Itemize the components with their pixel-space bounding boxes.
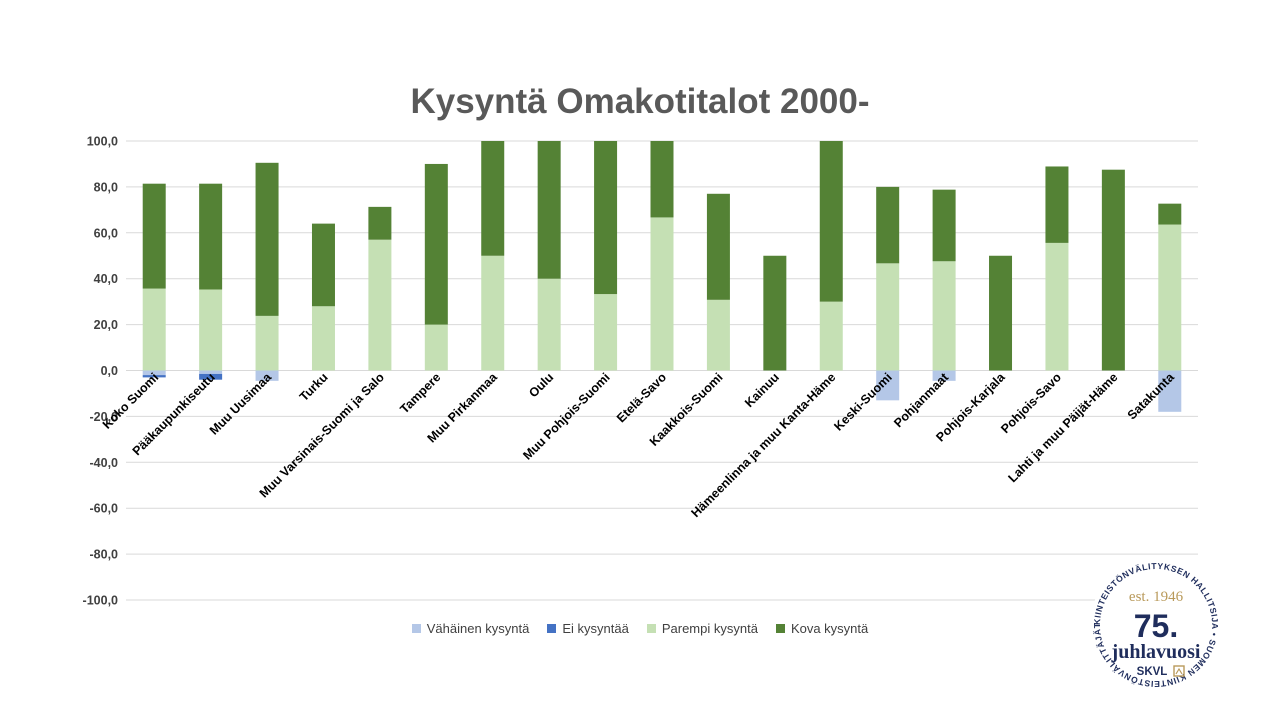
bar-segment <box>876 370 900 401</box>
bar-segment <box>537 278 561 371</box>
y-tick-label: 60,0 <box>94 226 118 240</box>
bar-segment <box>1158 370 1182 412</box>
x-tick-label: Pohjanmaat <box>891 370 952 431</box>
bar-segment <box>819 301 843 371</box>
bar-segment <box>819 141 843 302</box>
legend-item: Ei kysyntää <box>547 621 629 636</box>
bar-segment <box>989 255 1013 371</box>
x-tick-label: Koko Suomi <box>100 370 161 431</box>
bar-segment <box>142 370 166 376</box>
svg-text:SKVL: SKVL <box>1137 666 1168 678</box>
legend-item: Vähäinen kysyntä <box>411 621 530 636</box>
x-tick-label: Kainuu <box>742 370 782 410</box>
legend-swatch <box>646 624 656 633</box>
bar-segment <box>876 263 900 371</box>
bar-segment <box>481 141 505 256</box>
y-tick-label: -80,0 <box>90 548 119 562</box>
bar-segment <box>1101 169 1125 371</box>
bar-segment <box>537 141 561 279</box>
bar-segment <box>142 288 166 371</box>
legend-label: Kova kysyntä <box>790 621 869 636</box>
legend-swatch <box>775 624 785 633</box>
legend-label: Parempi kysyntä <box>661 621 758 636</box>
y-tick-label: 0,0 <box>101 364 118 378</box>
svg-text:est. 1946: est. 1946 <box>1129 589 1184 605</box>
bar-segment <box>481 255 505 371</box>
bar-segment <box>368 206 392 240</box>
svg-text:juhlavuosi: juhlavuosi <box>1111 641 1201 663</box>
bar-segment <box>142 375 166 378</box>
x-tick-label: Keski-Suomi <box>831 370 894 433</box>
y-axis-ticks: 100,0 80,0 60,0 40,0 20,0 0,0 -20,0 -40,0 -60,0 -… <box>83 135 119 608</box>
bar-segment <box>706 299 730 371</box>
bar-segment <box>424 163 448 325</box>
bar-segment <box>594 294 618 371</box>
legend-swatch <box>547 624 557 633</box>
x-tick-label: Etelä-Savo <box>614 370 669 425</box>
y-tick-label: -20,0 <box>90 410 119 424</box>
legend-label: Vähäinen kysyntä <box>426 621 530 636</box>
bar-segment <box>932 261 956 371</box>
legend-label: Ei kysyntää <box>562 621 629 636</box>
y-tick-label: -40,0 <box>90 456 119 470</box>
y-tick-label: 20,0 <box>94 318 118 332</box>
bar-segment <box>1045 166 1069 243</box>
bar-segment <box>255 315 279 371</box>
bar-segment <box>199 183 223 290</box>
legend-item: Parempi kysyntä <box>646 621 758 636</box>
bar-segment <box>311 306 335 371</box>
bar-segment <box>311 223 335 307</box>
x-tick-label: Oulu <box>526 370 556 400</box>
bar-segment <box>1158 203 1182 225</box>
y-tick-label: -60,0 <box>90 502 119 516</box>
bar-segment <box>1158 224 1182 371</box>
chart-title: Kysyntä Omakotitalot 2000- <box>410 82 870 121</box>
legend: Vähäinen kysyntä Ei kysyntää Parempi kysyn… <box>0 621 1280 636</box>
bar-segment <box>142 183 166 289</box>
bar-segment <box>650 141 674 218</box>
bar-segment <box>255 162 279 316</box>
bar-segment <box>368 239 392 371</box>
svg-text:75.: 75. <box>1134 608 1178 644</box>
bar-segment <box>255 370 279 381</box>
bar-segment <box>932 189 956 262</box>
bar-segment <box>876 186 900 264</box>
bar-segment <box>594 141 618 295</box>
y-tick-label: -100,0 <box>83 594 118 608</box>
bar-segment <box>199 373 223 380</box>
bar-segment <box>763 255 787 371</box>
legend-swatch <box>411 624 421 633</box>
bar-segment <box>932 370 956 381</box>
x-tick-label: Lahti ja muu Päijät-Häme <box>1005 370 1120 485</box>
bar-segment <box>1045 242 1069 371</box>
anniversary-seal-logo: KIINTEISTÖNVÄLITYKSEN HALLITSIJA • SUOME… <box>1088 548 1222 691</box>
y-tick-label: 100,0 <box>87 135 118 149</box>
bars <box>142 141 1182 412</box>
x-tick-label: Tampere <box>397 370 443 416</box>
bar-segment <box>650 217 674 371</box>
y-tick-label: 80,0 <box>94 180 118 194</box>
bar-segment <box>199 370 223 374</box>
x-tick-label: Turku <box>297 370 331 404</box>
bar-segment <box>424 324 448 371</box>
x-tick-label: Muu Varsinais-Suomi ja Salo <box>257 370 387 500</box>
y-tick-label: 40,0 <box>94 272 118 286</box>
bar-segment <box>706 193 730 300</box>
legend-item: Kova kysyntä <box>775 621 869 636</box>
bar-segment <box>199 289 223 371</box>
